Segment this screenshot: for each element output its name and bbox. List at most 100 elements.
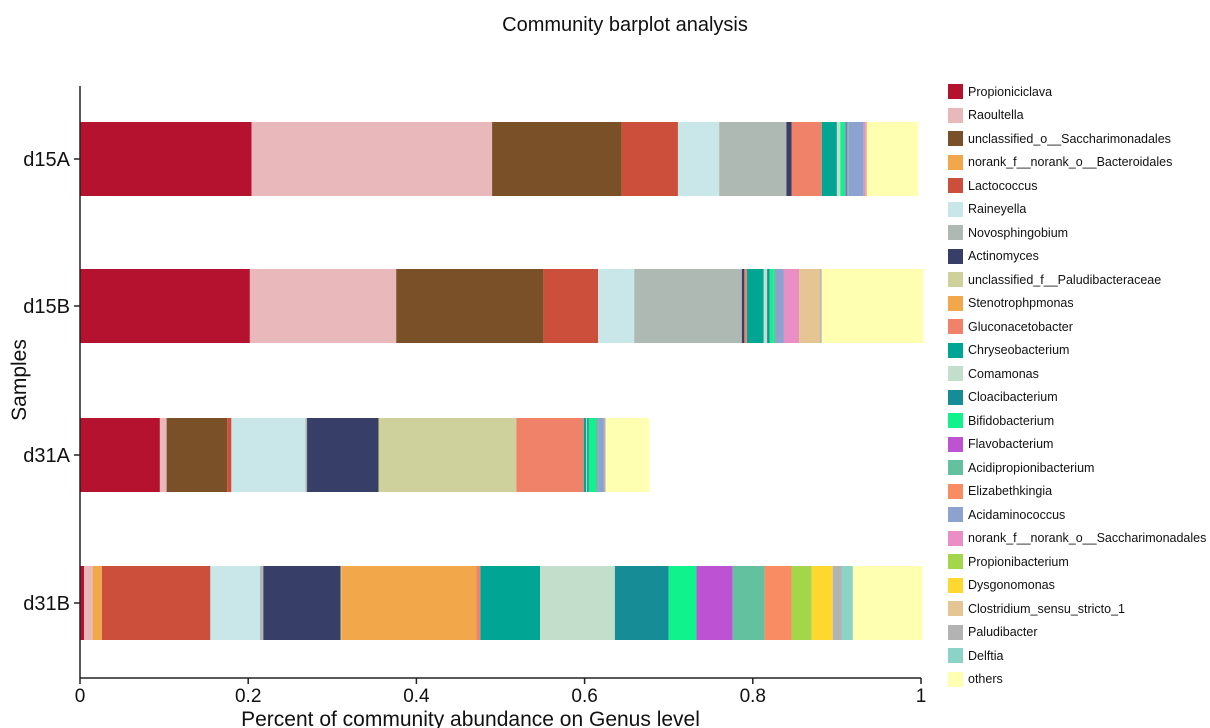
bar-segment: [80, 418, 160, 492]
y-tick-label: d15B: [23, 296, 70, 318]
legend-label: Elizabethkingia: [968, 484, 1053, 499]
legend-swatch: [948, 295, 963, 311]
legend-item: norank_f__norank_o__Saccharimonadales: [948, 527, 1210, 551]
legend-item: Flavobacterium: [948, 433, 1210, 457]
legend-swatch: [948, 272, 963, 288]
bar-segment: [763, 269, 768, 343]
bar-segment: [820, 269, 822, 343]
legend-label: unclassified_f__Paludibacteraceae: [968, 272, 1162, 287]
bar-segment: [696, 566, 733, 640]
bar-segment: [101, 566, 211, 640]
bar-segment: [773, 269, 776, 343]
bar-segment: [492, 122, 622, 196]
bar-segment: [848, 122, 864, 196]
bar-segment: [621, 122, 678, 196]
legend-swatch: [948, 201, 963, 217]
legend-swatch: [948, 178, 963, 194]
legend: Propioniciclava Raoultella unclassified_o_…: [948, 80, 1210, 691]
x-tick-label: 0.4: [403, 686, 430, 707]
legend-swatch: [948, 225, 963, 241]
bar-segment: [634, 269, 742, 343]
bar-segment: [603, 418, 606, 492]
legend-label: Lactococcus: [968, 178, 1038, 193]
y-tick-label: d31A: [23, 445, 70, 467]
legend-swatch: [948, 342, 963, 358]
legend-label: Novosphingobium: [968, 225, 1069, 240]
legend-label: Raineyella: [968, 202, 1027, 217]
legend-label: norank_f__norank_o__Bacteroidales: [968, 155, 1173, 170]
bar-segment: [84, 566, 93, 640]
stacked-bar-plot: d15A d15B d31A d31B 0 0.2 0.4 0.6 0.8 1 Percent of…: [8, 86, 926, 728]
bar-segment: [775, 269, 784, 343]
y-axis-label: Samples: [8, 339, 31, 421]
bar-segment: [746, 269, 764, 343]
x-tick-label: 0.6: [571, 686, 597, 707]
bar-segment: [732, 566, 765, 640]
legend-item: Bifidobacterium: [948, 409, 1210, 433]
bar-segment: [92, 566, 102, 640]
bar-segment: [821, 122, 837, 196]
legend-label: Paludibacter: [968, 625, 1038, 640]
legend-label: Chryseobacterium: [968, 343, 1070, 358]
bar-segment: [251, 122, 493, 196]
legend-label: Dysgonomonas: [968, 578, 1055, 593]
legend-label: Cloacibacterium: [968, 390, 1058, 405]
bar-segment: [852, 566, 923, 640]
legend-label: Clostridium_sensu_stricto_1: [968, 601, 1126, 616]
bar-segment: [583, 418, 587, 492]
legend-item: Acidaminococcus: [948, 503, 1210, 527]
legend-label: Flavobacterium: [968, 437, 1054, 452]
bar-segment: [783, 269, 800, 343]
bar-segment: [80, 269, 250, 343]
bar-segment: [259, 566, 264, 640]
legend-swatch: [948, 413, 963, 429]
legend-item: Gluconacetobacter: [948, 315, 1210, 339]
legend-label: Gluconacetobacter: [968, 319, 1073, 334]
legend-item: Elizabethkingia: [948, 480, 1210, 504]
bar-segment: [865, 122, 868, 196]
legend-swatch: [948, 577, 963, 593]
legend-swatch: [948, 154, 963, 170]
bar-segment: [480, 566, 541, 640]
bar-segment: [159, 418, 167, 492]
y-tick-label: d15A: [23, 149, 70, 171]
bar-segment: [598, 269, 635, 343]
legend-item: Raoultella: [948, 104, 1210, 128]
legend-item: norank_f__norank_o__Bacteroidales: [948, 151, 1210, 175]
legend-swatch: [948, 601, 963, 617]
bar-segment: [614, 566, 669, 640]
bar-segment: [476, 566, 481, 640]
legend-item: Chryseobacterium: [948, 339, 1210, 363]
bar-segment: [791, 566, 812, 640]
x-tick-label: 1: [916, 686, 927, 707]
legend-item: Paludibacter: [948, 621, 1210, 645]
legend-swatch: [948, 319, 963, 335]
bar-segment: [598, 418, 604, 492]
bar-segment: [305, 418, 308, 492]
bar-segment: [719, 122, 787, 196]
legend-label: Comamonas: [968, 366, 1039, 381]
bar-segment: [863, 122, 866, 196]
legend-label: Actinomyces: [968, 249, 1039, 264]
legend-swatch: [948, 671, 963, 687]
legend-swatch: [948, 507, 963, 523]
bar-segment: [249, 269, 397, 343]
legend-swatch: [948, 84, 963, 100]
bar-segment: [832, 566, 842, 640]
legend-swatch: [948, 436, 963, 452]
axes-group: d15A d15B d31A d31B 0 0.2 0.4 0.6 0.8 1 Percent of…: [8, 86, 926, 728]
legend-label: Raoultella: [968, 108, 1024, 123]
legend-item: Acidipropionibacterium: [948, 456, 1210, 480]
bar-segment: [231, 418, 306, 492]
legend-label: Delftia: [968, 648, 1004, 663]
legend-item: Actinomyces: [948, 245, 1210, 269]
legend-swatch: [948, 248, 963, 264]
bar-segment: [543, 269, 599, 343]
bar-segment: [540, 566, 615, 640]
legend-swatch: [948, 366, 963, 382]
legend-swatch: [948, 483, 963, 499]
x-tick-label: 0.8: [740, 686, 766, 707]
bar-segment: [764, 566, 792, 640]
bar-segment: [307, 418, 379, 492]
bars-group: [80, 122, 924, 640]
